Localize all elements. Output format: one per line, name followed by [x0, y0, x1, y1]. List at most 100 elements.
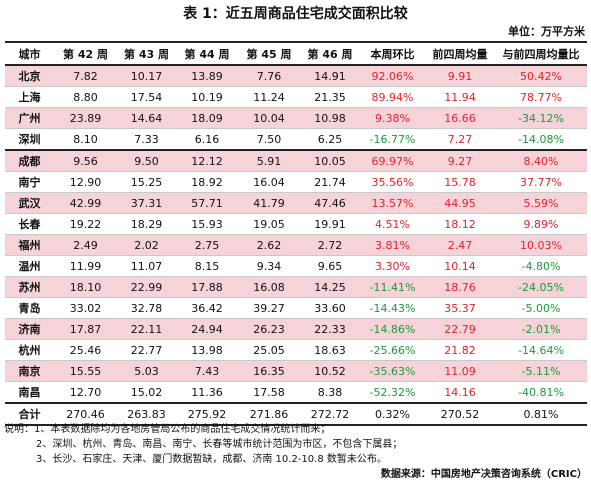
- week-42-cell: 11.99: [54, 255, 117, 277]
- header-city: 城市: [5, 41, 54, 66]
- city-cell: 南昌: [5, 381, 54, 404]
- week-over-week-cell: -52.32%: [360, 381, 425, 404]
- four-week-avg-cell: 7.27: [425, 128, 495, 151]
- week-44-cell: 15.93: [176, 213, 238, 235]
- table-row: 深圳 8.10 7.33 6.16 7.50 6.25 -16.77% 7.27 -14.08%: [5, 128, 587, 151]
- week-46-cell: 10.98: [300, 107, 360, 129]
- week-over-week-cell: 3.30%: [360, 255, 425, 277]
- week-43-cell: 263.83: [117, 402, 176, 426]
- data-source: 数据来源：中国房地产决策咨询系统（CRIC）: [380, 469, 587, 480]
- week-over-week-cell: -14.43%: [360, 297, 425, 319]
- week-44-cell: 12.12: [176, 149, 238, 172]
- week-43-cell: 22.11: [117, 318, 176, 340]
- week-over-week-cell: 0.32%: [360, 402, 425, 426]
- week-43-cell: 22.99: [117, 276, 176, 298]
- vs-four-week-avg-cell: 10.03%: [495, 234, 587, 256]
- week-42-cell: 270.46: [54, 402, 117, 426]
- week-46-cell: 19.91: [300, 213, 360, 235]
- week-over-week-cell: 92.06%: [360, 65, 425, 87]
- week-46-cell: 18.63: [300, 339, 360, 361]
- city-cell: 济南: [5, 318, 54, 340]
- table-row: 上海 8.80 17.54 10.19 11.24 21.35 89.94% 11.94 78.…: [5, 86, 587, 108]
- week-45-cell: 26.23: [238, 318, 300, 340]
- week-45-cell: 11.24: [238, 86, 300, 108]
- week-over-week-cell: -16.77%: [360, 128, 425, 151]
- table-row: 南京 15.55 5.03 7.43 16.35 10.52 -35.63% 11.09 -5.…: [5, 360, 587, 382]
- week-43-cell: 14.64: [117, 107, 176, 129]
- vs-four-week-avg-cell: 50.42%: [495, 65, 587, 87]
- vs-four-week-avg-cell: 78.77%: [495, 86, 587, 108]
- four-week-avg-cell: 35.37: [425, 297, 495, 319]
- vs-four-week-avg-cell: 0.81%: [495, 402, 587, 426]
- week-45-cell: 7.76: [238, 65, 300, 87]
- header-vs-four-week-avg: 与前四周均量比: [495, 41, 587, 66]
- table-title: 表 1：近五周商品住宅成交面积比较: [183, 6, 408, 22]
- week-45-cell: 5.91: [238, 149, 300, 172]
- week-over-week-cell: 35.56%: [360, 171, 425, 193]
- week-43-cell: 10.17: [117, 65, 176, 87]
- week-43-cell: 9.50: [117, 149, 176, 172]
- header-row: 城市 第 42 周 第 43 周 第 44 周 第 45 周 第 46 周 本周…: [5, 41, 587, 66]
- week-45-cell: 7.50: [238, 128, 300, 151]
- table-row: 南宁 12.90 15.25 18.92 16.04 21.74 35.56% 15.78 37…: [5, 171, 587, 193]
- week-45-cell: 10.04: [238, 107, 300, 129]
- week-45-cell: 25.05: [238, 339, 300, 361]
- week-over-week-cell: -25.66%: [360, 339, 425, 361]
- city-cell: 南宁: [5, 171, 54, 193]
- week-46-cell: 8.38: [300, 381, 360, 404]
- table-row: 青岛 33.02 32.78 36.42 39.27 33.60 -14.43% 35.37-…: [5, 297, 587, 319]
- vs-four-week-avg-cell: -5.11%: [495, 360, 587, 382]
- week-43-cell: 17.54: [117, 86, 176, 108]
- four-week-avg-cell: 11.09: [425, 360, 495, 382]
- city-cell: 温州: [5, 255, 54, 277]
- week-46-cell: 272.72: [300, 402, 360, 426]
- header-week-42: 第 42 周: [54, 41, 117, 66]
- vs-four-week-avg-cell: -34.12%: [495, 107, 587, 129]
- header-week-43: 第 43 周: [117, 41, 176, 66]
- week-44-cell: 10.19: [176, 86, 238, 108]
- week-44-cell: 57.71: [176, 192, 238, 214]
- week-42-cell: 19.22: [54, 213, 117, 235]
- four-week-avg-cell: 9.91: [425, 65, 495, 87]
- week-42-cell: 8.10: [54, 128, 117, 151]
- week-46-cell: 14.25: [300, 276, 360, 298]
- table-row: 杭州 25.46 22.77 13.98 25.05 18.63 -25.66% 21.82-…: [5, 339, 587, 361]
- week-44-cell: 13.98: [176, 339, 238, 361]
- note-1: 说明：1、本表数据除均为各地房管局公布的商品住宅成交情况统计而来；: [4, 424, 331, 435]
- week-44-cell: 275.92: [176, 402, 238, 426]
- four-week-avg-cell: 18.76: [425, 276, 495, 298]
- week-42-cell: 9.56: [54, 149, 117, 172]
- unit-label: 单位：万平方米: [508, 25, 585, 38]
- table-row: 长春 19.22 18.29 15.93 19.05 19.91 4.51% 18.12 9.8…: [5, 213, 587, 235]
- week-46-cell: 10.05: [300, 149, 360, 172]
- city-cell: 深圳: [5, 128, 54, 151]
- table-row: 南昌 12.70 15.02 11.36 17.58 8.38 -52.32% 14.16 -4…: [5, 381, 587, 404]
- city-cell: 长春: [5, 213, 54, 235]
- week-42-cell: 42.99: [54, 192, 117, 214]
- week-over-week-cell: 9.38%: [360, 107, 425, 129]
- city-cell: 杭州: [5, 339, 54, 361]
- week-43-cell: 2.02: [117, 234, 176, 256]
- week-42-cell: 12.70: [54, 381, 117, 404]
- week-44-cell: 8.15: [176, 255, 238, 277]
- four-week-avg-cell: 16.66: [425, 107, 495, 129]
- vs-four-week-avg-cell: -14.08%: [495, 128, 587, 151]
- week-46-cell: 21.74: [300, 171, 360, 193]
- week-over-week-cell: 69.97%: [360, 149, 425, 172]
- week-over-week-cell: 13.57%: [360, 192, 425, 214]
- vs-four-week-avg-cell: 37.77%: [495, 171, 587, 193]
- week-42-cell: 25.46: [54, 339, 117, 361]
- table-row: 广州 23.89 14.64 18.09 10.04 10.98 9.38% 16.66 -34…: [5, 107, 587, 129]
- week-45-cell: 39.27: [238, 297, 300, 319]
- four-week-avg-cell: 22.79: [425, 318, 495, 340]
- week-42-cell: 23.89: [54, 107, 117, 129]
- note-3: 3、长沙、石家庄、天津、厦门数据暂缺，成都、济南 10.2-10.8 数暂未公布…: [36, 454, 387, 465]
- city-cell: 福州: [5, 234, 54, 256]
- week-43-cell: 5.03: [117, 360, 176, 382]
- week-45-cell: 17.58: [238, 381, 300, 404]
- week-43-cell: 15.25: [117, 171, 176, 193]
- week-43-cell: 18.29: [117, 213, 176, 235]
- week-43-cell: 32.78: [117, 297, 176, 319]
- week-44-cell: 6.16: [176, 128, 238, 151]
- week-over-week-cell: -14.86%: [360, 318, 425, 340]
